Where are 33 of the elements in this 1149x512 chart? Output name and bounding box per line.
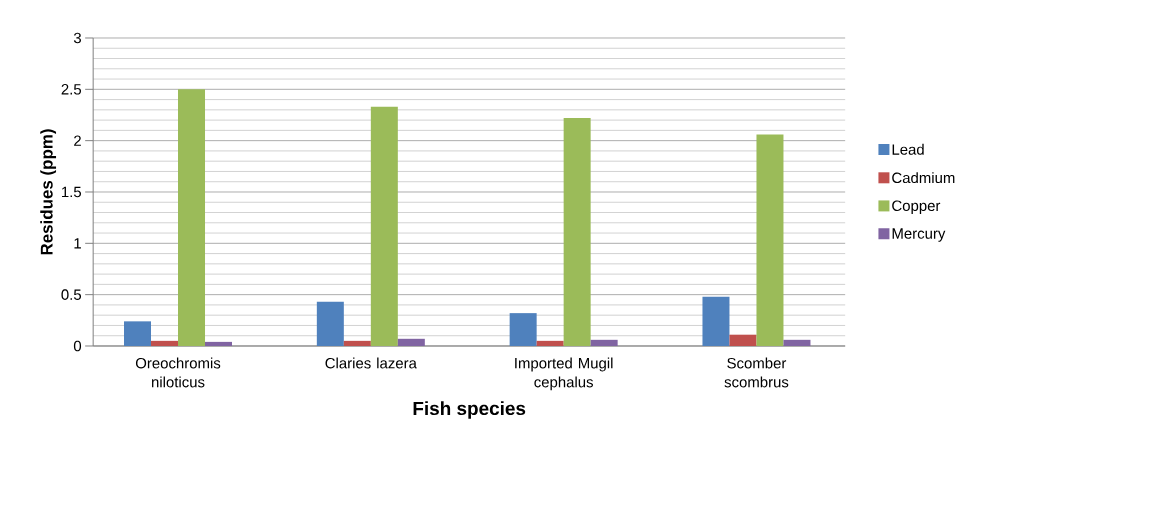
bar	[151, 340, 179, 346]
y-tick-label: 0	[73, 340, 82, 352]
bar	[370, 106, 398, 346]
y-tick-label: 1	[74, 238, 81, 249]
y-tick-label: 1.5	[62, 186, 82, 198]
bar	[397, 338, 425, 346]
y-tick-label: 2	[74, 135, 81, 146]
legend-label: Copper	[892, 200, 941, 214]
legend-label: Lead	[892, 143, 924, 155]
y-tick-label: 2.5	[61, 84, 82, 95]
bar	[563, 118, 591, 346]
bar	[783, 339, 811, 346]
y-tick-label: 0.5	[61, 289, 82, 300]
y-tick-label: 3	[73, 32, 81, 44]
bar	[124, 321, 152, 346]
x-axis-title: Fish species	[413, 401, 526, 419]
bar	[590, 339, 618, 346]
x-tick-label: Oreochromis niloticus	[135, 357, 221, 388]
bar	[178, 89, 206, 346]
bar	[702, 296, 730, 346]
bar	[316, 301, 344, 346]
bar	[205, 341, 233, 346]
legend-label: Mercury	[892, 228, 946, 242]
y-axis-title: Residues (ppm)	[40, 129, 57, 255]
bar	[756, 134, 784, 346]
x-tick-label: Claries lazera	[325, 357, 417, 369]
bar	[509, 313, 537, 346]
bar	[536, 340, 564, 346]
x-tick-label: Imported Mugil cephalus	[515, 357, 613, 391]
bar	[729, 334, 757, 346]
bar	[343, 340, 371, 346]
x-tick-label: Scomber scombrus	[724, 357, 789, 388]
legend-label: Cadmium	[892, 172, 955, 184]
